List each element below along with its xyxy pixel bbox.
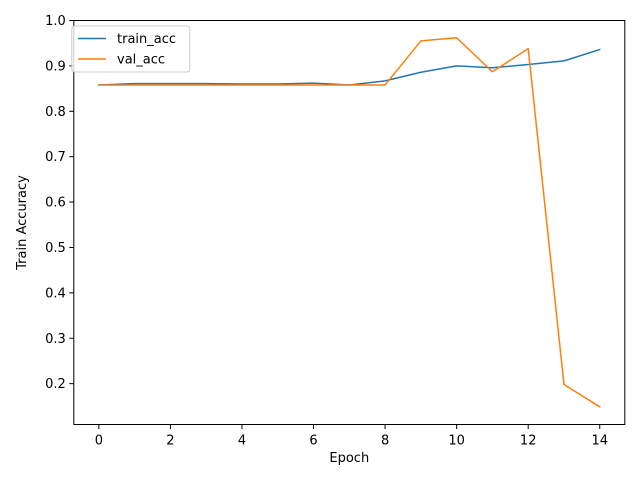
y-tick-label: 0.9 [45, 59, 66, 74]
y-tick-label: 1.0 [45, 14, 66, 29]
x-tick-label: 10 [448, 434, 465, 449]
x-tick-label: 0 [95, 434, 103, 449]
legend-box [71, 25, 191, 73]
x-axis-ticks: 0 2 4 6 8 10 12 14 [95, 424, 608, 449]
x-tick-label: 6 [309, 434, 317, 449]
y-tick-label: 0.5 [45, 241, 66, 256]
x-tick-label: 14 [591, 434, 608, 449]
y-tick-label: 0.6 [45, 196, 66, 211]
y-tick-label: 0.3 [45, 332, 66, 347]
x-tick-label: 12 [520, 434, 537, 449]
plot-area [73, 20, 625, 425]
y-tick-label: 0.2 [45, 377, 66, 392]
y-tick-label: 0.8 [45, 105, 66, 120]
y-axis-label: Train Accuracy [15, 175, 30, 271]
legend-label-train-acc: train_acc [117, 32, 176, 47]
y-tick-label: 0.7 [45, 150, 66, 165]
series-layer [98, 37, 601, 408]
plot-frame [73, 20, 626, 425]
x-tick-label: 8 [381, 434, 389, 449]
legend: train_acc val_acc [71, 25, 191, 73]
y-axis-ticks: 0.2 0.3 0.4 0.5 0.6 0.7 0.8 0.9 1.0 [45, 14, 74, 392]
x-tick-label: 4 [238, 434, 246, 449]
x-axis-label: Epoch [329, 451, 369, 466]
x-tick-label: 2 [166, 434, 174, 449]
legend-label-val-acc: val_acc [117, 53, 165, 68]
series-line-val-acc [98, 37, 601, 408]
y-tick-label: 0.4 [45, 286, 66, 301]
